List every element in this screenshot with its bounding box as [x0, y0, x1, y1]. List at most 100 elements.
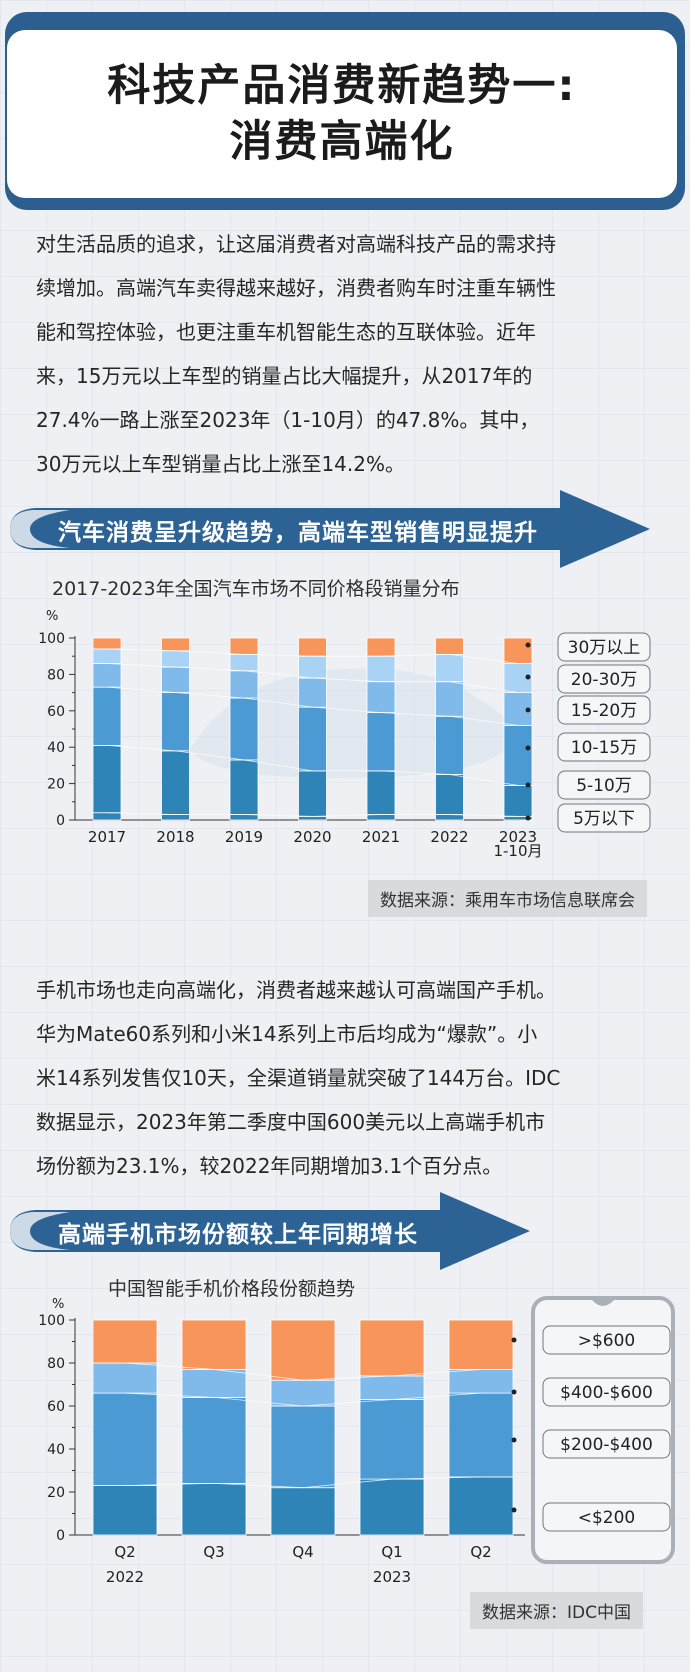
banner-title: 汽车消费呈升级趋势，高端车型销售明显提升: [58, 520, 538, 546]
paragraph-line: 手机市场也走向高端化，消费者越来越认可高端国产手机。: [36, 978, 556, 1002]
segment-connector-line: [124, 1392, 482, 1407]
bar-segment: [366, 814, 396, 821]
paragraph-line: 对生活品质的追求，让这届消费者对高端科技产品的需求持: [36, 232, 556, 256]
y-axis-tick-label: 60: [47, 1399, 65, 1415]
bar-segment: [503, 637, 533, 664]
bar-segment: [270, 1379, 336, 1407]
bar-segment: [298, 706, 327, 772]
segment-connector-line: [124, 1362, 482, 1381]
legend-item-label: 10-15万: [571, 738, 637, 758]
chart-title-car: 2017-2023年全国汽车市场不同价格段销量分布: [52, 578, 460, 600]
legend-pointer-dot: [511, 1507, 517, 1513]
x-axis-tick-label: Q2: [470, 1543, 491, 1561]
bar-segment: [270, 1405, 336, 1489]
bar-segment: [359, 1399, 425, 1480]
bar-segment: [229, 697, 259, 761]
paragraph-line: 续增加。高端汽车卖得越来越好，消费者购车时注重车辆性: [36, 276, 556, 300]
bar-segment: [161, 637, 190, 652]
chart-title-phone: 中国智能手机价格段份额趋势: [108, 1278, 356, 1300]
bar-segment: [92, 1392, 158, 1486]
y-axis-tick-label: 40: [47, 740, 65, 756]
x-axis-tick-label: 2018: [156, 828, 194, 846]
bar-segment: [181, 1369, 247, 1398]
x-axis-year-label: 2023: [373, 1568, 411, 1586]
bar-segment: [298, 815, 327, 821]
bar-segment: [435, 814, 464, 821]
banner-arrow-shape: [10, 1192, 530, 1270]
paragraph-line: 能和驾控体验，也更注重车机智能生态的互联体验。近年: [36, 320, 536, 344]
bar-segment: [229, 653, 259, 672]
bar-segment: [503, 724, 533, 786]
bar-segment: [366, 712, 396, 772]
bar-segment: [366, 681, 396, 714]
x-axis-tick-label: Q3: [203, 1543, 224, 1561]
paragraph-line: 数据显示，2023年第二季度中国600美元以上高端手机市: [36, 1110, 546, 1134]
y-axis-tick-label: 0: [56, 1528, 65, 1544]
bar-segment: [448, 1392, 514, 1478]
bar-segment: [229, 759, 259, 815]
section-banner-car: 汽车消费呈升级趋势，高端车型销售明显提升: [0, 488, 690, 570]
title-inner: 科技产品消费新趋势一: 消费高端化: [7, 30, 677, 198]
legend-item-box: [557, 695, 651, 725]
segment-connector-line: [106, 686, 519, 726]
legend-pointer-dot: [511, 1437, 517, 1443]
car-price-distribution-chart: % 0 20 40 60 80 100 2017 2018 2019 2020 2021 2022 202…: [38, 609, 651, 860]
bar-segment: [503, 785, 533, 817]
y-axis-tick-label: 60: [47, 704, 65, 720]
legend-item-label: 30万以上: [568, 638, 641, 658]
legend-item-box: [542, 1377, 671, 1407]
bar-segment: [161, 750, 190, 815]
y-axis-tick-label: 40: [47, 1442, 65, 1458]
bar-segment: [161, 692, 190, 752]
legend-pointer-dot: [525, 707, 531, 713]
section-banner-phone: 高端手机市场份额较上年同期增长: [0, 1190, 690, 1272]
segment-connector-line: [106, 648, 519, 664]
legend-pointer-dot: [525, 815, 531, 821]
legend-item-box: [542, 1325, 671, 1355]
bar-segment: [359, 1478, 425, 1536]
x-axis-tick-label: Q1: [381, 1543, 402, 1561]
y-axis-tick-label: 80: [47, 667, 65, 683]
bar-segment: [92, 637, 122, 650]
segment-connector-line: [106, 744, 519, 786]
bar-segment: [92, 812, 122, 821]
x-axis-tick-label: 2020: [293, 828, 331, 846]
title-card: 科技产品消费新趋势一: 消费高端化: [5, 12, 685, 210]
bar-segment: [270, 1487, 336, 1536]
bar-segment: [181, 1319, 247, 1370]
y-axis-tick-label: 20: [47, 1485, 65, 1501]
bar-segment: [92, 686, 122, 746]
banner-title: 高端手机市场份额较上年同期增长: [58, 1222, 418, 1248]
bar-segment: [448, 1319, 514, 1370]
x-axis-tick-label: 2022: [430, 828, 468, 846]
bar-segment: [161, 814, 190, 821]
x-axis-sub-label: 1-10月: [493, 842, 542, 860]
bar-segment: [229, 637, 259, 655]
page-title-line-2: 消费高端化: [229, 117, 455, 167]
bar-segment: [366, 770, 396, 815]
legend-item-box: [557, 770, 651, 800]
legend-pointer-dot: [525, 674, 531, 680]
bar-segment: [298, 677, 327, 708]
legend-item-label: $400-$600: [560, 1383, 653, 1403]
bar-segment: [448, 1369, 514, 1394]
legend-item-label: >$600: [578, 1331, 636, 1351]
y-axis-tick-label: 100: [38, 631, 65, 647]
segment-connector-line: [106, 663, 519, 693]
bar-segment: [229, 814, 259, 821]
legend-item-box: [557, 664, 651, 694]
legend-item-box: [542, 1502, 671, 1532]
y-axis-tick-label: 20: [47, 777, 65, 793]
bar-segment: [92, 663, 122, 688]
bar-segment: [92, 1319, 158, 1364]
bar-segment: [181, 1482, 247, 1536]
legend-item-label: 20-30万: [571, 670, 637, 690]
legend-item-label: 5万以下: [573, 809, 635, 829]
bar-segment: [92, 648, 122, 664]
intro-paragraph-phone: 手机市场也走向高端化，消费者越来越认可高端国产手机。 华为Mate60系列和小米…: [36, 968, 560, 1188]
legend-item-label: 5-10万: [576, 776, 632, 796]
segment-connector-line: [106, 812, 519, 817]
phone-price-share-chart: % 0 20 40 60 80 100 Q2 Q3 Q4 Q1 Q2 >$600 $400-$600 $20…: [38, 1296, 675, 1586]
x-axis-tick-label: 2021: [362, 828, 400, 846]
x-axis-tick-label: 2023: [499, 828, 537, 846]
